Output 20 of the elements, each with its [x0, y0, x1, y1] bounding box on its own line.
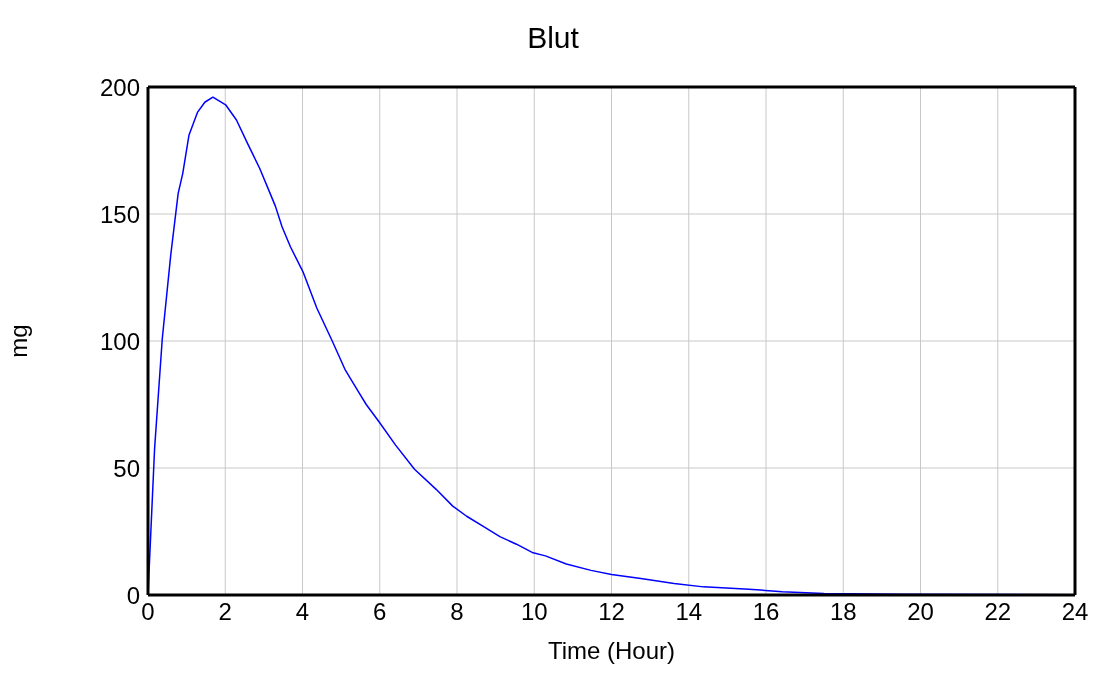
x-tick-label: 16	[752, 598, 780, 626]
y-axis-title: mg	[4, 324, 32, 358]
x-tick-label: 8	[450, 598, 464, 626]
x-tick-label: 2	[218, 598, 232, 626]
x-tick-label: 14	[675, 598, 703, 626]
x-tick-label: 4	[295, 598, 310, 626]
y-tick-label: 50	[113, 454, 140, 482]
x-tick-label: 20	[907, 598, 934, 626]
x-tick-label: 22	[984, 598, 1012, 626]
y-tick-label: 100	[99, 327, 140, 355]
x-tick-label: 6	[373, 598, 387, 626]
y-tick-label: 200	[99, 73, 140, 101]
chart-title: Blut	[526, 20, 580, 56]
y-tick-label: 150	[99, 200, 140, 228]
x-tick-label: 10	[520, 598, 548, 626]
x-tick-label: 24	[1061, 598, 1089, 626]
x-tick-label: 12	[598, 598, 625, 626]
x-axis-title: Time (Hour)	[547, 637, 676, 664]
y-tick-label: 0	[126, 581, 140, 609]
x-tick-label: 18	[829, 598, 857, 626]
